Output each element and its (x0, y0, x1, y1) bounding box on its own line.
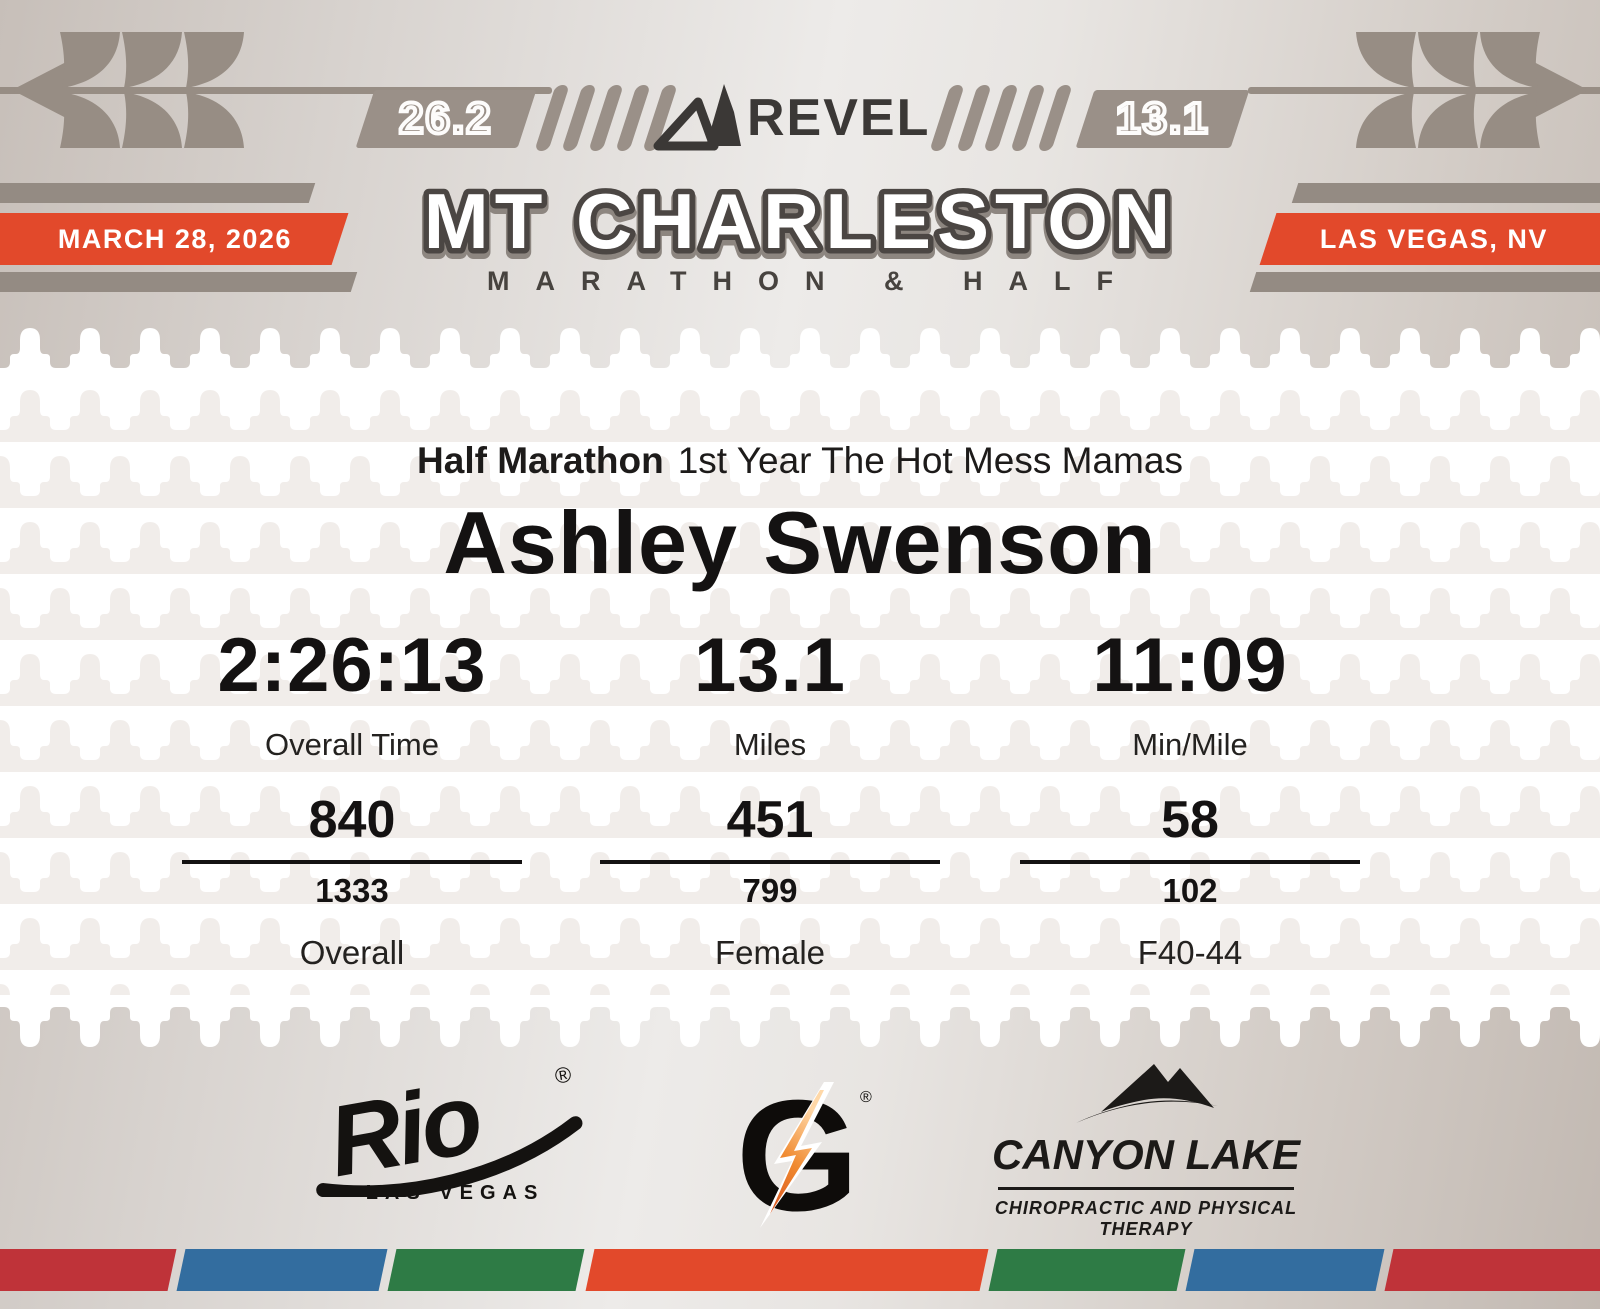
location-stripe-top (1291, 183, 1600, 203)
race-name: Half Marathon (417, 440, 664, 481)
rio-registered-icon: ® (553, 1062, 573, 1089)
stripe-segment-orange (585, 1249, 989, 1291)
stripe-segment-red (1384, 1249, 1600, 1291)
gatorade-bolt-icon (760, 1082, 834, 1228)
stat-value: 13.1 (694, 623, 846, 708)
rank-place: 58 (1161, 791, 1219, 849)
content-panel (0, 380, 1600, 995)
event-subtitle: MARATHON & HALF (487, 266, 1139, 296)
rank-label: Female (714, 934, 826, 971)
stat-miles: 13.1 Miles (600, 622, 940, 763)
stripe-segment-green (988, 1249, 1186, 1291)
distance-badge-marathon: 26.2 (355, 90, 537, 148)
canyon-divider (998, 1187, 1294, 1190)
rio-swoosh-icon (316, 1116, 583, 1197)
stat-pace: 11:09 Min/Mile (1020, 622, 1360, 763)
location-badge-label: LAS VEGAS, NV (1319, 223, 1549, 254)
team-name: 1st Year The Hot Mess Mamas (677, 440, 1183, 481)
distance-badge-half: 13.1 (1075, 90, 1250, 148)
gatorade-logo: G ® (736, 1080, 872, 1230)
zipper-edge-bottom (0, 995, 1600, 1057)
rank-total: 799 (742, 872, 798, 909)
feather-arrow-right-icon (1248, 32, 1600, 148)
zipper-pattern-background (0, 380, 1600, 995)
distance-badge-marathon-label: 26.2 (397, 92, 495, 145)
rank-place: 451 (726, 791, 814, 849)
rank-label: F40-44 (1137, 934, 1243, 971)
feather-arrow-left-icon (0, 32, 552, 148)
canyon-lake-logo: CANYON LAKE CHIROPRACTIC AND PHYSICAL TH… (990, 1060, 1302, 1240)
zipper-edge-top (0, 318, 1600, 380)
rank-label: Overall (299, 934, 405, 971)
ranking-female: 451 799 Female (600, 790, 940, 972)
race-category-line: Half Marathon 1st Year The Hot Mess Mamas (0, 440, 1600, 482)
canyon-name: CANYON LAKE (991, 1131, 1300, 1178)
rank-divider (1020, 860, 1360, 864)
date-stripe-top (0, 183, 316, 203)
rank-total: 1333 (315, 872, 389, 909)
canyon-subtext: CHIROPRACTIC AND PHYSICAL THERAPY (994, 1198, 1298, 1239)
stat-label: Min/Mile (1132, 727, 1248, 762)
distance-badge-half-label: 13.1 (1114, 92, 1212, 145)
revel-wordmark: REVEL (747, 89, 931, 147)
event-title: MT CHARLESTON MT CHARLESTON (417, 172, 1178, 277)
location-badge: LAS VEGAS, NV (1259, 213, 1600, 265)
stripe-segment-red (0, 1249, 177, 1291)
stat-overall-time: 2:26:13 Overall Time (182, 622, 522, 763)
ranking-age-group: 58 102 F40-44 (1020, 790, 1360, 972)
runner-name: Ashley Swenson (443, 493, 1157, 592)
stat-value: 11:09 (1092, 623, 1288, 708)
date-badge: MARCH 28, 2026 (0, 213, 349, 265)
stat-label: Overall Time (265, 727, 439, 762)
stripe-segment-blue (176, 1249, 388, 1291)
rank-divider (182, 860, 522, 864)
date-badge-label: MARCH 28, 2026 (57, 223, 293, 254)
canyon-mountain-icon (1076, 1064, 1218, 1123)
rank-place: 840 (308, 791, 396, 849)
revel-mountain-icon (653, 84, 741, 151)
stat-value: 2:26:13 (217, 623, 487, 708)
date-stripe-bottom (0, 272, 358, 292)
rank-divider (600, 860, 940, 864)
rio-logo: Rio ® (316, 1062, 583, 1197)
event-title-text: MT CHARLESTON (424, 177, 1177, 265)
rio-subtext: LAS VEGAS (365, 1182, 545, 1204)
event-title-shadow: MT CHARLESTON (424, 181, 1177, 269)
stripe-segment-green (387, 1249, 585, 1291)
rank-total: 102 (1162, 872, 1218, 909)
stat-label: Miles (733, 727, 807, 762)
ranking-overall: 840 1333 Overall (182, 790, 522, 972)
gatorade-registered-icon: ® (860, 1089, 872, 1106)
location-stripe-bottom (1249, 272, 1600, 292)
stripe-segment-blue (1185, 1249, 1385, 1291)
